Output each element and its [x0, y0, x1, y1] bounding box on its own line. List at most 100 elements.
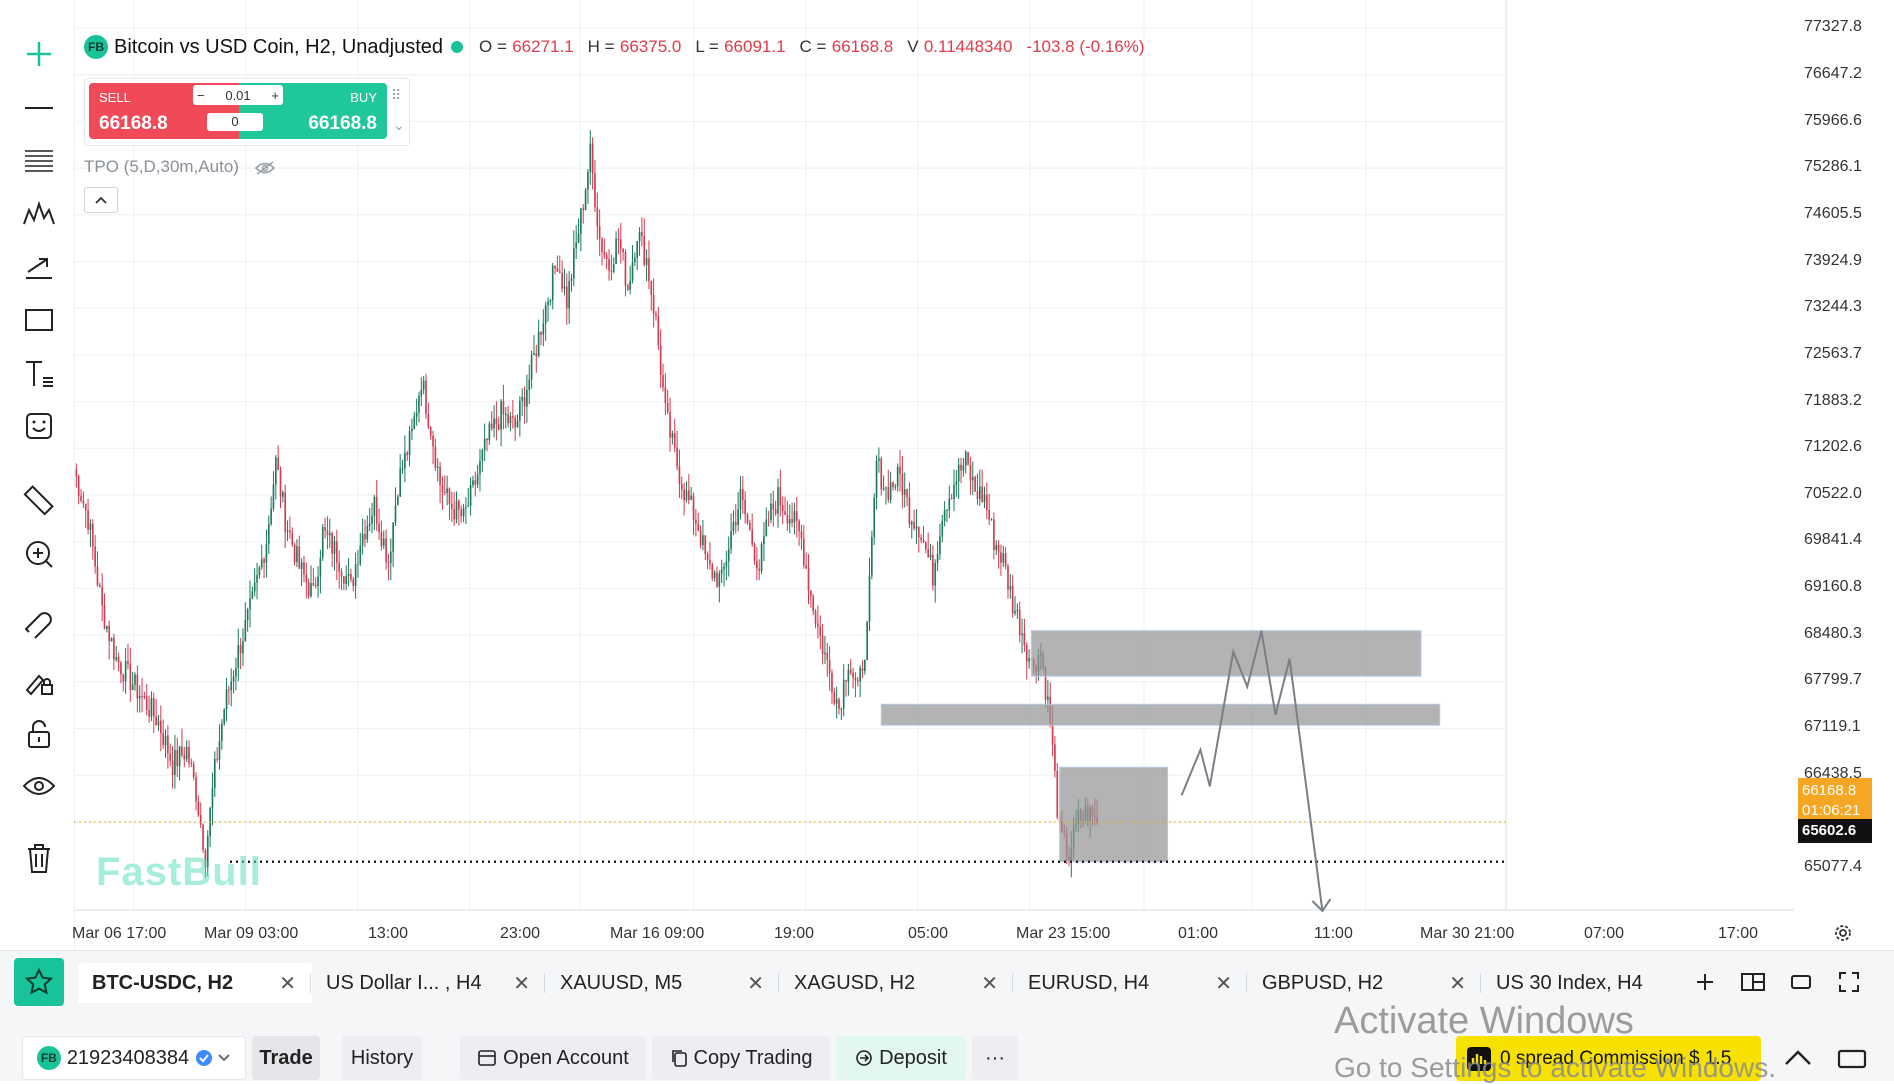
candle-body — [221, 723, 223, 741]
candle-body — [598, 226, 601, 239]
candle-body — [629, 280, 631, 290]
tab-0[interactable]: BTC-USDC, H2 ✕ — [78, 963, 312, 1003]
deposit-button[interactable]: Deposit — [836, 1036, 966, 1080]
candle-body — [582, 208, 585, 211]
watchlist-button[interactable] — [14, 958, 64, 1006]
add-tab-icon[interactable] — [1690, 969, 1720, 995]
amount-field[interactable]: 0 — [207, 113, 263, 131]
tab-6[interactable]: US 30 Index, H4 — [1482, 963, 1716, 1003]
fullscreen-icon[interactable] — [1834, 969, 1864, 995]
zoom-in-icon[interactable] — [14, 534, 64, 574]
qty-plus-button[interactable]: + — [271, 87, 279, 103]
tab-2[interactable]: XAUUSD, M5 ✕ — [546, 963, 780, 1003]
brush-lock-icon[interactable] — [14, 660, 64, 700]
buy-button[interactable]: BUY 66168.8 — [239, 83, 387, 139]
candle-body — [760, 544, 763, 571]
time-axis-label: 05:00 — [908, 925, 949, 942]
window-icon[interactable] — [1786, 969, 1816, 995]
tab-4[interactable]: EURUSD, H4 ✕ — [1014, 963, 1248, 1003]
time-axis-label: 01:00 — [1178, 925, 1219, 942]
time-axis-label: 07:00 — [1584, 925, 1625, 942]
indicator-label[interactable]: TPO (5,D,30m,Auto) — [84, 157, 276, 177]
open-account-label: Open Account — [503, 1046, 629, 1069]
candle-body — [889, 482, 892, 500]
copy-trading-button[interactable]: Copy Trading — [652, 1036, 830, 1080]
candle-body — [289, 530, 291, 533]
close-icon[interactable]: ✕ — [747, 973, 764, 995]
candle-body — [544, 305, 547, 324]
candle-body — [530, 354, 533, 380]
candle-body — [460, 509, 463, 517]
trash-icon[interactable] — [14, 838, 64, 878]
qty-minus-button[interactable]: − — [197, 87, 205, 103]
candle-body — [174, 750, 176, 776]
layout-icon[interactable] — [1738, 969, 1768, 995]
candle-body — [615, 238, 617, 264]
trend-line-icon[interactable] — [14, 88, 64, 128]
tab-5[interactable]: GBPUSD, H2 ✕ — [1248, 963, 1482, 1003]
panel-icon[interactable] — [1836, 1048, 1868, 1070]
candle-body — [436, 466, 439, 469]
candle-body — [211, 787, 214, 809]
candle-body — [1018, 609, 1021, 636]
account-selector[interactable]: FB 21923408384 — [22, 1036, 246, 1080]
qty-value[interactable]: 0.01 — [225, 87, 251, 103]
price-zone — [1059, 766, 1169, 863]
price-axis-label: 77327.8 — [1804, 18, 1862, 35]
candle-body — [373, 496, 376, 516]
candle-body — [925, 542, 927, 550]
history-tab[interactable]: History — [342, 1036, 422, 1080]
tab-1[interactable]: US Dollar I... , H4 ✕ — [312, 963, 546, 1003]
candle-body — [404, 452, 406, 469]
gear-icon[interactable] — [1832, 922, 1854, 944]
candle-body — [561, 272, 563, 289]
close-icon[interactable]: ✕ — [1215, 973, 1232, 995]
candle-body — [176, 750, 179, 767]
candlestick-chart[interactable] — [74, 0, 1794, 950]
chart-area[interactable] — [74, 0, 1794, 950]
rectangle-icon[interactable] — [14, 300, 64, 340]
candle-body — [910, 521, 913, 525]
eye-icon[interactable] — [14, 766, 64, 806]
emoji-icon[interactable] — [14, 406, 64, 446]
ruler-icon[interactable] — [14, 480, 64, 520]
symbol-title[interactable]: Bitcoin vs USD Coin, H2, Unadjusted — [114, 35, 444, 58]
chevron-down-icon[interactable]: ⌄ — [393, 117, 405, 133]
candle-body — [213, 758, 216, 788]
candle-body — [767, 519, 770, 521]
candle-body — [960, 464, 962, 471]
candle-body — [866, 621, 868, 660]
candle-body — [706, 553, 709, 560]
candle-body — [350, 573, 352, 580]
promo-banner[interactable]: 0 spread Commission $ 1.5 — [1456, 1036, 1761, 1081]
close-icon[interactable]: ✕ — [279, 973, 296, 995]
prediction-icon[interactable] — [14, 246, 64, 286]
price-axis-label: 75966.6 — [1804, 112, 1862, 129]
trade-tab[interactable]: Trade — [252, 1036, 320, 1080]
candle-body — [307, 582, 310, 597]
candle-body — [589, 143, 592, 173]
candle-body — [835, 699, 838, 704]
promo-logo-icon — [1467, 1046, 1491, 1071]
more-button[interactable]: ··· — [972, 1036, 1018, 1080]
collapse-indicators-button[interactable] — [84, 187, 118, 213]
close-icon[interactable]: ✕ — [513, 973, 530, 995]
drag-handle-icon[interactable]: ⠿ — [391, 87, 402, 103]
fibonacci-icon[interactable] — [14, 140, 64, 180]
candle-body — [103, 605, 106, 630]
tab-3[interactable]: XAGUSD, H2 ✕ — [780, 963, 1014, 1003]
crosshair-icon[interactable] — [14, 34, 64, 74]
pattern-icon[interactable] — [14, 194, 64, 234]
hide-indicator-icon[interactable] — [254, 160, 276, 176]
volume-value: 0.11448340 — [923, 37, 1013, 56]
text-icon[interactable] — [14, 354, 64, 394]
time-axis-label: Mar 23 15:00 — [1016, 925, 1111, 942]
magnet-icon[interactable] — [14, 606, 64, 646]
close-icon[interactable]: ✕ — [981, 973, 998, 995]
chevron-up-icon[interactable] — [1782, 1046, 1814, 1068]
close-icon[interactable]: ✕ — [1449, 973, 1466, 995]
open-account-button[interactable]: Open Account — [460, 1036, 646, 1080]
lock-icon[interactable] — [14, 714, 64, 754]
activate-windows-subtitle: Go to Settings to activate Windows. — [1334, 1052, 1776, 1083]
candle-body — [120, 662, 122, 675]
